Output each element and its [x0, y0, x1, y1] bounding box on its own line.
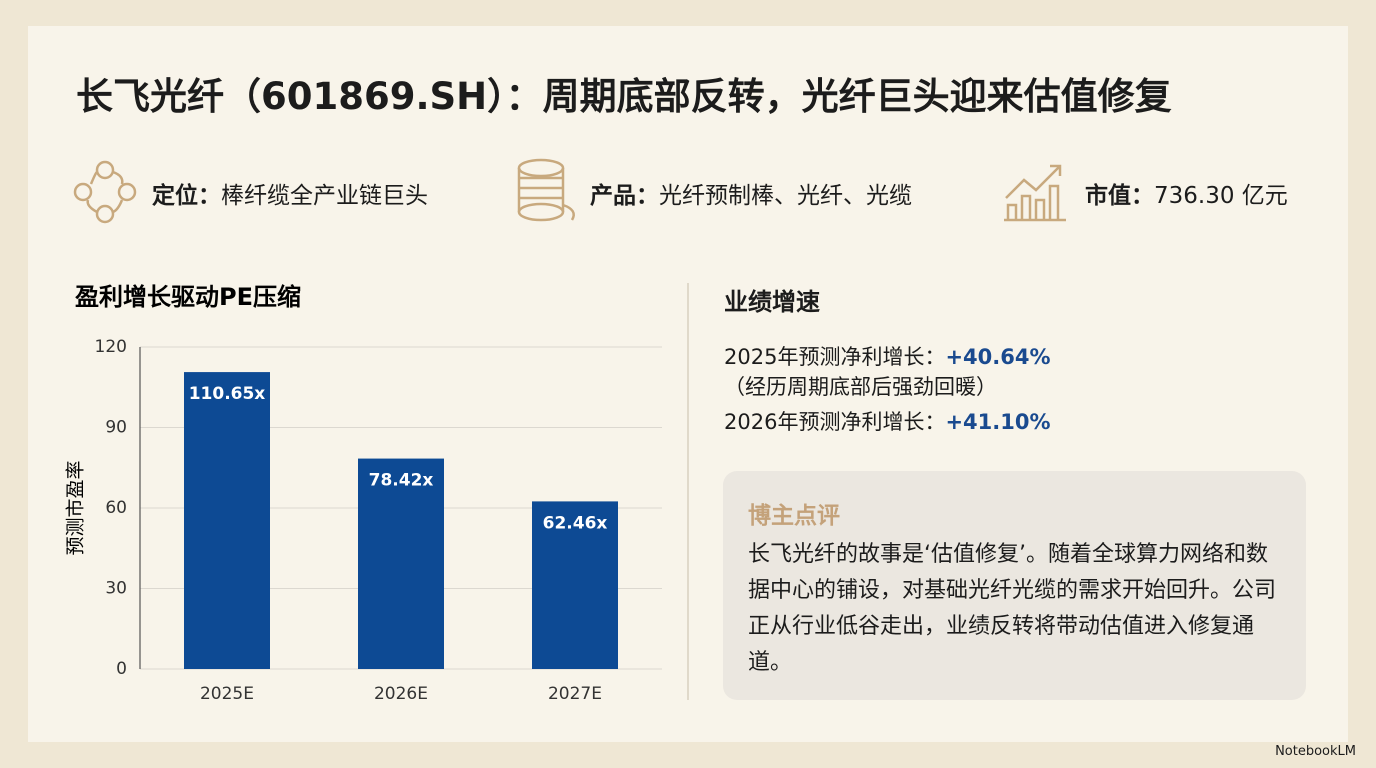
bar [532, 501, 618, 669]
growth-item: 2026年预测净利增长：+41.10% [724, 407, 1314, 437]
x-tick-label: 2026E [374, 684, 428, 704]
growth-value: +41.10% [945, 410, 1051, 434]
growth-note: （经历周期底部后强劲回暖） [724, 375, 997, 399]
growth-item: 2025年预测净利增长：+40.64% （经历周期底部后强劲回暖） [724, 342, 1314, 402]
chart-title: 盈利增长驱动PE压缩 [74, 283, 301, 311]
growth-label: 2025年预测净利增长： [724, 345, 946, 369]
value-label: 62.46x [543, 513, 608, 533]
title: 长飞光纤（601869.SH）：周期底部反转，光纤巨头迎来估值修复 [76, 75, 1172, 118]
info-item: 定位：棒纤缆全产业链巨头 [152, 176, 428, 210]
y-tick-label: 0 [116, 659, 127, 679]
info-label: 产品： [590, 183, 659, 209]
growth-label: 2026年预测净利增长： [724, 410, 946, 434]
value-label: 110.65x [189, 384, 266, 404]
value-label: 78.42x [369, 471, 434, 491]
y-tick-label: 30 [105, 579, 127, 599]
y-tick-label: 90 [105, 418, 127, 438]
info-value: 736.30 亿元 [1154, 183, 1288, 209]
bar [184, 372, 270, 669]
growth-value: +40.64% [945, 345, 1051, 369]
info-item: 产品：光纤预制棒、光纤、光缆 [590, 176, 912, 210]
x-tick-label: 2025E [200, 684, 254, 704]
bar [358, 458, 444, 669]
info-item: 市值：736.30 亿元 [1085, 176, 1288, 210]
info-value: 棒纤缆全产业链巨头 [221, 183, 428, 209]
info-value: 光纤预制棒、光纤、光缆 [659, 183, 912, 209]
y-tick-label: 120 [95, 337, 127, 357]
y-tick-label: 60 [105, 498, 127, 518]
growth-title: 业绩增速 [724, 288, 820, 316]
icon-product [517, 158, 575, 222]
icon-position [73, 160, 137, 224]
x-tick-label: 2027E [548, 684, 602, 704]
info-label: 市值： [1085, 183, 1154, 209]
info-label: 定位： [152, 183, 221, 209]
y-axis-label: 预测市盈率 [65, 460, 87, 555]
comment-box [723, 471, 1306, 700]
comment-body: 长飞光纤的故事是‘估值修复’。随着全球算力网络和数据中心的铺设，对基础光纤光缆的… [748, 542, 1277, 675]
footer-brand: NotebookLM [1275, 744, 1356, 759]
icon-market [1004, 164, 1066, 222]
comment-title: 博主点评 [748, 503, 840, 529]
